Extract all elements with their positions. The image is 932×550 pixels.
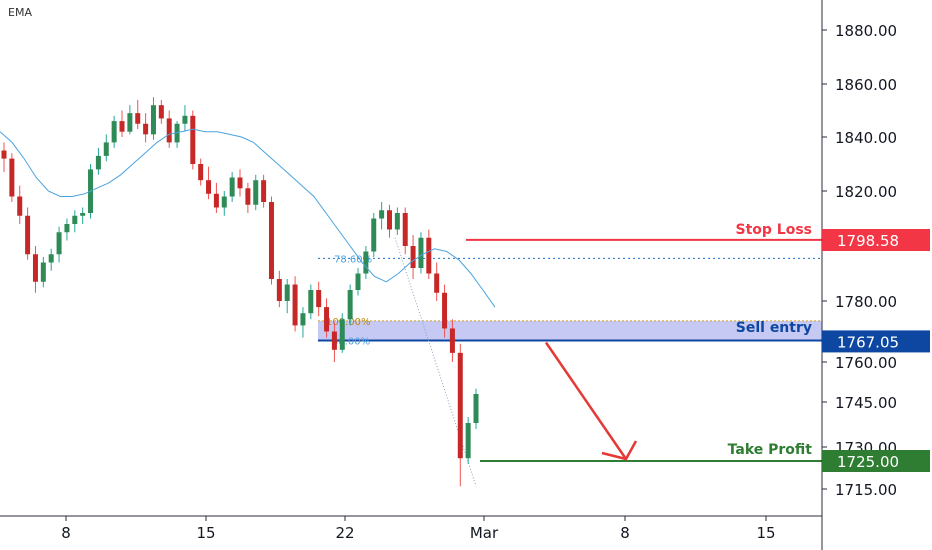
time-tick-label: Mar [470, 524, 499, 542]
candle-body [253, 180, 259, 205]
candle-body [371, 218, 377, 252]
indicator-legend-label[interactable]: EMA [8, 6, 32, 19]
candle-body [245, 188, 251, 205]
candle-body [48, 254, 54, 263]
candlestick-series [1, 97, 479, 487]
candle-body [402, 213, 408, 246]
candle-body [143, 123, 149, 135]
sell-entry-badge-text: 1767.05 [837, 333, 899, 351]
projection-arrow [544, 341, 638, 461]
candle-body [268, 202, 274, 279]
candle-body [442, 292, 448, 329]
take-profit-badge-bg [822, 450, 930, 472]
candle-body [95, 155, 101, 170]
candle-body [410, 246, 416, 268]
candle-body [213, 193, 219, 208]
price-badges: 1798.58 1767.05 1725.00 [822, 229, 930, 472]
candle-body [25, 215, 31, 255]
candle-body [394, 213, 400, 230]
candle-body [316, 290, 322, 308]
price-tick-label: 1760.00 [835, 354, 897, 372]
candle-body [206, 180, 212, 194]
candle-body [465, 423, 471, 459]
candle-body [363, 251, 369, 274]
price-tick-label: 1715.00 [835, 481, 897, 499]
time-axis[interactable]: 8 15 22 Mar 8 15 [61, 516, 776, 542]
candle-body [355, 273, 361, 290]
candle-body [418, 237, 424, 268]
candle-body [331, 331, 337, 350]
candle-body [158, 105, 164, 119]
candle-body [190, 115, 196, 164]
price-axis[interactable]: 1880.00 1860.00 1840.00 1820.00 1780.00 1760.… [822, 22, 897, 499]
ema-line [0, 128, 496, 308]
candle-body [449, 328, 455, 353]
candle-body [324, 307, 330, 332]
candle-body [261, 180, 267, 202]
fibonacci-retracement: 78.60% 100.00% 38.00% [318, 237, 822, 487]
candle-body [119, 121, 125, 132]
time-tick-label: 15 [756, 524, 775, 542]
fib-38-label: 38.00% [332, 336, 370, 347]
candle-body [150, 105, 156, 135]
take-profit-label: Take Profit [728, 442, 813, 458]
price-tick-label: 1745.00 [835, 394, 897, 412]
sell-entry-badge-bg [822, 330, 930, 353]
time-tick-label: 8 [620, 524, 630, 542]
candle-body [347, 290, 353, 320]
time-tick-label: 22 [335, 524, 354, 542]
candle-body [72, 215, 78, 224]
candle-body [103, 142, 109, 156]
price-tick-label: 1860.00 [835, 76, 897, 94]
candle-body [166, 118, 172, 143]
candle-body [32, 254, 38, 282]
candle-body [237, 177, 243, 189]
stop-loss-label: Stop Loss [736, 222, 813, 238]
trade-levels: Stop Loss Sell entry Take Profit [466, 222, 822, 462]
candle-body [229, 177, 235, 197]
candle-body [221, 196, 227, 208]
candle-body [284, 284, 290, 301]
fib-100-label: 100.00% [326, 317, 371, 328]
price-tick-label: 1820.00 [835, 183, 897, 201]
candle-body [473, 394, 479, 423]
price-tick-label: 1780.00 [835, 293, 897, 311]
candle-body [40, 262, 46, 282]
candle-body [127, 113, 133, 132]
candle-body [276, 279, 282, 301]
candle-body [9, 158, 15, 197]
candle-body [64, 224, 70, 233]
candle-body [135, 113, 141, 124]
candle-body [426, 237, 432, 274]
candle-body [1, 150, 7, 159]
candle-body [17, 196, 23, 216]
candle-body [198, 164, 204, 181]
candle-body [386, 210, 392, 230]
arrow-head [601, 440, 638, 461]
candle-body [457, 352, 463, 459]
time-tick-label: 15 [196, 524, 215, 542]
price-tick-label: 1840.00 [835, 129, 897, 147]
candle-body [80, 213, 86, 216]
candle-body [56, 232, 62, 255]
candle-body [379, 210, 385, 219]
candle-body [300, 313, 306, 326]
candle-body [111, 121, 117, 143]
sell-entry-label: Sell entry [736, 320, 812, 336]
stop-loss-badge-text: 1798.58 [837, 232, 899, 250]
candle-body [339, 319, 345, 350]
fib-78-label: 78.60% [334, 254, 372, 265]
time-tick-label: 8 [61, 524, 71, 542]
arrow-shaft [544, 341, 628, 460]
candle-body [292, 284, 298, 326]
stop-loss-badge-bg [822, 229, 930, 252]
price-tick-label: 1880.00 [835, 22, 897, 40]
candle-body [182, 115, 188, 124]
take-profit-badge-text: 1725.00 [837, 453, 899, 471]
candle-body [308, 290, 314, 314]
candle-body [434, 273, 440, 293]
